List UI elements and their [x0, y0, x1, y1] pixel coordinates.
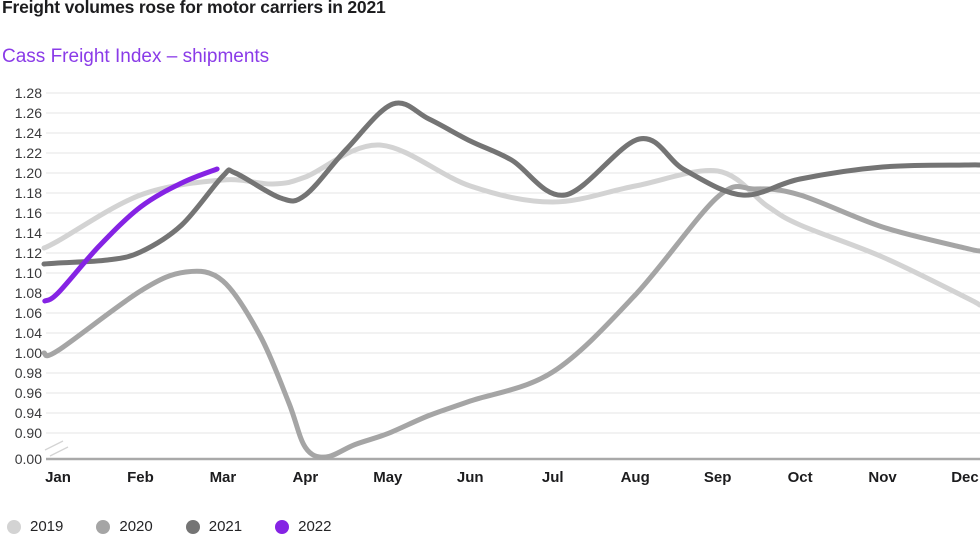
legend-label-2020: 2020 [119, 518, 153, 535]
chart-legend: 2019 2020 2021 2022 [7, 519, 332, 534]
y-tick-label: 1.18 [15, 185, 42, 201]
x-tick-label-aug: Aug [621, 469, 650, 486]
x-tick-label-oct: Oct [788, 469, 813, 486]
y-tick-label: 0.00 [15, 451, 42, 467]
y-tick-label: 1.24 [15, 125, 42, 141]
axis-break-mark [49, 446, 69, 457]
x-tick-label-feb: Feb [127, 469, 154, 486]
y-tick-label: 1.22 [15, 145, 42, 161]
y-tick-label: 1.06 [15, 305, 42, 321]
y-tick-label: 0.96 [15, 385, 42, 401]
y-tick-label: 0.98 [15, 365, 42, 381]
y-tick-label: 1.28 [15, 85, 42, 101]
x-tick-label-mar: Mar [210, 469, 237, 486]
y-tick-label: 0.94 [15, 405, 42, 421]
x-tick-label-may: May [373, 469, 403, 486]
legend-label-2021: 2021 [208, 518, 243, 535]
y-tick-label: 1.04 [15, 325, 42, 341]
x-tick-label-jan: Jan [45, 469, 71, 486]
series-line-2022 [42, 166, 220, 304]
x-tick-label-sep: Sep [704, 469, 732, 486]
x-tick-label-dec: Dec [951, 469, 979, 486]
y-tick-label: 0.90 [15, 425, 42, 441]
y-tick-label: 1.16 [15, 205, 42, 221]
axis-break-mark [44, 440, 64, 451]
x-tick-label-nov: Nov [868, 469, 897, 486]
y-tick-label: 1.08 [15, 285, 42, 301]
chart-title: Freight volumes rose for motor carriers … [2, 0, 386, 17]
y-tick-label: 1.26 [15, 105, 42, 121]
legend-dot-2020 [96, 519, 111, 534]
legend-dot-2019 [7, 519, 21, 534]
series-line-2021 [41, 100, 980, 267]
series-line-2019 [41, 142, 980, 308]
legend-item-2020: 2020 [96, 518, 153, 535]
legend-item-2021: 2021 [185, 518, 243, 535]
legend-dot-2022 [275, 519, 290, 534]
legend-item-2019: 2019 [7, 519, 63, 534]
x-tick-label-apr: Apr [292, 469, 318, 486]
legend-label-2022: 2022 [298, 518, 332, 535]
freight-index-line-chart: 1.28 1.26 1.24 1.22 1.20 1.18 1.16 1.14 1.12 1.10… [15, 85, 980, 486]
legend-label-2019: 2019 [30, 518, 64, 535]
x-tick-label-jul: Jul [542, 469, 564, 486]
legend-item-2022: 2022 [275, 518, 332, 535]
x-tick-label-jun: Jun [457, 469, 484, 486]
y-tick-label: 1.12 [15, 245, 42, 261]
legend-dot-2021 [185, 519, 200, 534]
y-tick-label: 1.20 [15, 165, 42, 181]
chart-subtitle: Cass Freight Index – shipments [2, 46, 270, 67]
y-tick-label: 1.14 [15, 225, 42, 241]
y-tick-label: 1.00 [15, 345, 42, 361]
series-line-2020 [41, 183, 980, 460]
y-tick-label: 1.10 [15, 265, 42, 281]
